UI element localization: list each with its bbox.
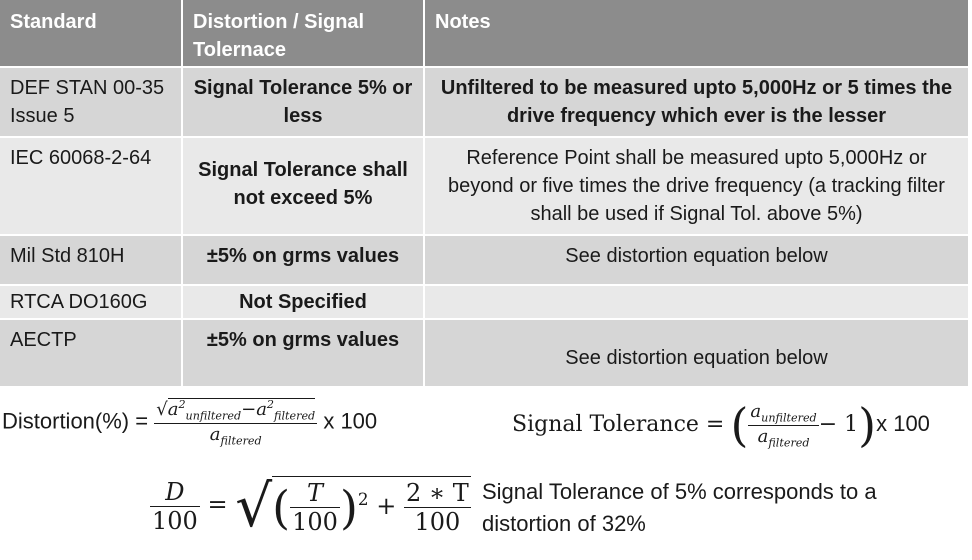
distortion-cell: Signal Tolerance 5% or less	[183, 68, 425, 138]
header-standard: Standard	[0, 0, 183, 68]
notes-cell: See distortion equation below	[425, 236, 968, 286]
table-row: AECTP ±5% on grms values See distortion …	[0, 320, 968, 388]
distortion-cell: Not Specified	[183, 286, 425, 320]
distortion-times-100: x 100	[323, 408, 378, 434]
distortion-label: Distortion(%) =	[2, 408, 149, 434]
signal-times-100: x 100	[876, 410, 930, 436]
table-row: IEC 60068-2-64 Signal Tolerance shall no…	[0, 138, 968, 236]
signal-tolerance-equation: Signal Tolerance = ( aunfiltered afilter…	[512, 398, 930, 452]
notes-cell: Reference Point shall be measured upto 5…	[425, 138, 968, 236]
d-equation: D 100 = √ ( T 100 )2 + 2 ∗ T 100	[150, 472, 471, 540]
distortion-cell: Signal Tolerance shall not exceed 5%	[183, 138, 425, 236]
notes-cell: Unfiltered to be measured upto 5,000Hz o…	[425, 68, 968, 138]
table-header-row: Standard Distortion / Signal Tolernace N…	[0, 0, 968, 68]
distortion-cell: ±5% on grms values	[183, 236, 425, 286]
header-notes: Notes	[425, 0, 968, 68]
signal-tolerance-note: Signal Tolerance of 5% corresponds to a …	[482, 479, 877, 536]
d-radicand: ( T 100 )2 + 2 ∗ T 100	[272, 476, 471, 536]
notes-cell: See distortion equation below	[425, 320, 968, 388]
standards-table: Standard Distortion / Signal Tolernace N…	[0, 0, 968, 388]
signal-label: Signal Tolerance =	[512, 411, 725, 437]
table-row: Mil Std 810H ±5% on grms values See dist…	[0, 236, 968, 286]
standard-cell: Mil Std 810H	[0, 236, 183, 286]
signal-fraction: aunfiltered afiltered	[748, 400, 819, 450]
distortion-numerator: √a2unfiltered−a2filtered	[154, 398, 318, 424]
two-t-fraction: 2 ∗ T 100	[403, 479, 471, 536]
notes-cell	[425, 286, 968, 320]
standard-cell: DEF STAN 00-35 Issue 5	[0, 68, 183, 138]
standard-cell: IEC 60068-2-64	[0, 138, 183, 236]
signal-denominator: afiltered	[757, 425, 810, 450]
distortion-equation: Distortion(%) = √a2unfiltered−a2filtered…	[2, 398, 377, 447]
d-fraction: D 100	[150, 477, 200, 535]
distortion-denominator: afiltered	[209, 423, 262, 448]
signal-minus-one: − 1	[818, 411, 859, 437]
header-distortion: Distortion / Signal Tolernace	[183, 0, 425, 68]
table-row: DEF STAN 00-35 Issue 5 Signal Tolerance …	[0, 68, 968, 138]
distortion-fraction: √a2unfiltered−a2filtered afiltered	[154, 398, 318, 448]
standard-cell: AECTP	[0, 320, 183, 388]
t-fraction: T 100	[290, 479, 340, 536]
standard-cell: RTCA DO160G	[0, 286, 183, 320]
table-row: RTCA DO160G Not Specified	[0, 286, 968, 320]
signal-numerator: aunfiltered	[748, 400, 819, 426]
distortion-cell: ±5% on grms values	[183, 320, 425, 388]
